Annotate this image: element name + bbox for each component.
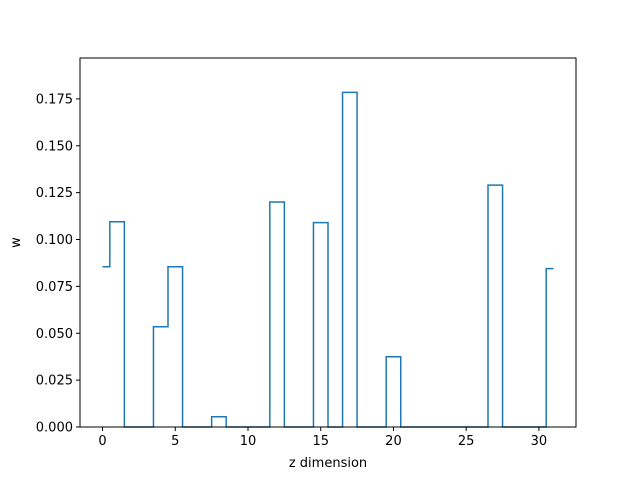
y-axis: 0.000 0.025 0.050 0.075 0.100 0.125 0.150 0.175 xyxy=(36,92,80,436)
y-tick-label: 0.100 xyxy=(36,233,73,248)
y-tick-label: 0.075 xyxy=(36,280,73,295)
x-axis: 0 5 10 15 20 25 30 xyxy=(98,427,547,449)
y-tick-label: 0.150 xyxy=(36,139,73,154)
x-tick-label: 20 xyxy=(385,434,402,449)
x-tick-label: 30 xyxy=(531,434,548,449)
plot-frame xyxy=(79,57,577,428)
x-tick-label: 25 xyxy=(458,434,475,449)
y-tick-label: 0.025 xyxy=(36,374,73,389)
y-tick-label: 0.175 xyxy=(36,92,73,107)
y-tick-label: 0.125 xyxy=(36,186,73,201)
y-axis-label: w xyxy=(9,237,24,248)
y-tick-label: 0.050 xyxy=(36,327,73,342)
x-tick-label: 5 xyxy=(171,434,179,449)
x-axis-label: z dimension xyxy=(289,456,367,471)
x-tick-label: 0 xyxy=(98,434,106,449)
x-tick-label: 15 xyxy=(312,434,329,449)
x-tick-label: 10 xyxy=(240,434,257,449)
y-tick-label: 0.000 xyxy=(36,421,73,436)
